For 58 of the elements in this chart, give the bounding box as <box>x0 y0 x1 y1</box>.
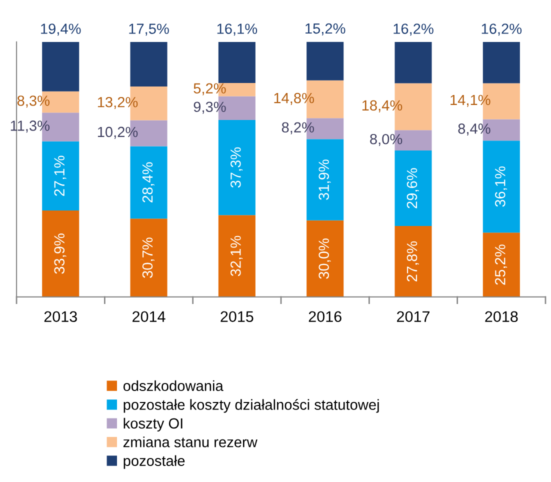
data-label: 13,2% <box>98 96 138 110</box>
bar <box>42 141 80 210</box>
data-label: 16,1% <box>217 24 258 36</box>
legend-label: pozostałe <box>124 455 185 469</box>
data-label: 8,2% <box>282 122 314 134</box>
data-label: 27,8% <box>406 241 419 282</box>
bar <box>218 215 256 297</box>
bar <box>42 42 80 92</box>
data-label: 8,4% <box>458 123 490 136</box>
x-tick-label: 2017 <box>397 311 430 322</box>
x-tick-label: 2015 <box>220 311 254 322</box>
data-label: 27,1% <box>54 156 66 196</box>
bar <box>130 146 168 219</box>
data-label: 14,1% <box>450 94 490 107</box>
data-label: 8,0% <box>370 134 402 146</box>
data-label: 28,4% <box>142 162 154 202</box>
bar <box>394 42 432 84</box>
bar <box>306 139 344 220</box>
data-label: 18,4% <box>362 100 402 112</box>
data-label: 16,2% <box>482 24 522 36</box>
x-tick-label: 2018 <box>485 311 518 322</box>
data-label: 31,9% <box>318 160 331 200</box>
x-tick-label: 2014 <box>132 311 166 322</box>
bar <box>218 120 256 216</box>
legend-label: koszty OI <box>124 418 182 432</box>
x-tick-label: 2016 <box>308 311 342 322</box>
legend-label: pozostałe koszty działalności statutowej <box>124 399 379 413</box>
data-label: 16,2% <box>394 24 434 36</box>
data-label: 14,8% <box>274 92 314 105</box>
data-label: 15,2% <box>306 23 346 36</box>
data-label: 32,1% <box>230 236 243 276</box>
data-label: 10,2% <box>98 126 138 139</box>
data-label: 37,3% <box>230 147 243 188</box>
bar <box>306 220 344 297</box>
data-label: 33,9% <box>54 234 66 274</box>
bar <box>218 42 256 83</box>
data-label: 17,5% <box>129 24 169 36</box>
bar <box>394 226 432 297</box>
bar <box>482 232 520 297</box>
x-tick-label: 2013 <box>44 311 77 322</box>
data-label: 36,1% <box>495 166 508 207</box>
bar <box>394 150 432 226</box>
data-label: 19,4% <box>41 24 81 36</box>
bar <box>482 140 520 233</box>
data-label: 30,0% <box>318 238 331 279</box>
data-label: 9,3% <box>194 102 226 114</box>
data-label: 8,3% <box>17 96 50 108</box>
data-label: 30,7% <box>142 238 154 278</box>
bar <box>130 42 168 87</box>
legend-label: odszkodowania <box>123 380 224 392</box>
bar <box>482 42 520 84</box>
bar <box>306 42 344 80</box>
data-label: 29,6% <box>406 168 419 208</box>
data-label: 25,2% <box>495 244 508 285</box>
bar <box>42 210 80 297</box>
bar <box>130 218 168 297</box>
data-label: 5,2% <box>194 83 226 96</box>
legend-label: zmiana stanu rezerw <box>123 436 258 448</box>
